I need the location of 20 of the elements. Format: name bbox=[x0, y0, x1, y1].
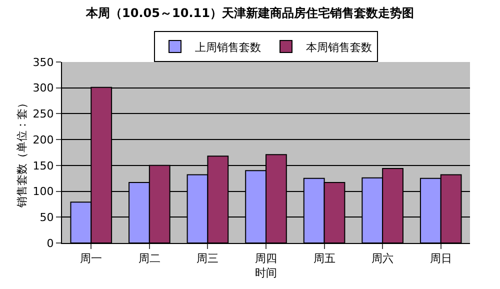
x-tick-label: 周日 bbox=[430, 252, 452, 266]
x-tick-label: 周六 bbox=[372, 252, 394, 266]
y-axis-title: 销售套数（单位：套） bbox=[15, 98, 28, 208]
x-tick-label: 周二 bbox=[138, 252, 160, 266]
y-tick-label: 150 bbox=[32, 159, 54, 172]
x-tick-label: 周五 bbox=[313, 252, 336, 266]
y-tick-label: 300 bbox=[32, 82, 54, 95]
x-tick-label: 周一 bbox=[80, 252, 102, 266]
y-tick-label: 100 bbox=[32, 185, 54, 198]
y-tick-label: 50 bbox=[40, 210, 54, 224]
y-tick-label: 0 bbox=[46, 236, 54, 250]
x-tick-label: 周四 bbox=[255, 252, 277, 266]
y-tick-label: 250 bbox=[32, 108, 54, 121]
x-tick-label: 周三 bbox=[196, 252, 219, 266]
chart-title: 本周（10.05～10.11）天津新建商品房住宅销售套数走势图 bbox=[85, 6, 414, 20]
legend-label: 本周销售套数 bbox=[306, 40, 372, 54]
legend-label: 上周销售套数 bbox=[195, 40, 261, 54]
y-tick-label: 350 bbox=[32, 56, 54, 69]
x-axis-title: 时间 bbox=[255, 266, 277, 280]
y-tick-label: 200 bbox=[32, 133, 54, 146]
